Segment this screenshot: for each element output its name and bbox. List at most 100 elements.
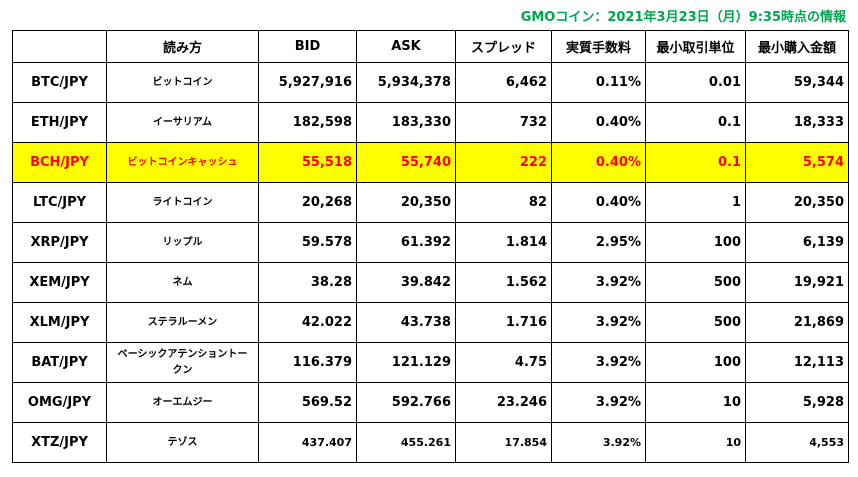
cell: 20,350: [745, 182, 849, 223]
data-row: XLM/JPY ステラルーメン 42.022 43.738 1.716 3.92% 500 2…: [12, 302, 849, 343]
cell: 1.716: [455, 302, 552, 343]
cell: 18,333: [745, 102, 849, 143]
cell: 0.1: [645, 102, 746, 143]
cell: テゾス: [106, 422, 259, 463]
cell: 592.766: [356, 382, 456, 423]
cell: 500: [645, 302, 746, 343]
header-cell: 実質手数料: [551, 30, 646, 63]
cell: 1.562: [455, 262, 552, 303]
header-cell: BID: [258, 30, 357, 63]
cell: 6,139: [745, 222, 849, 263]
header-cell: 最小購入金額: [745, 30, 849, 63]
cell: ネム: [106, 262, 259, 303]
cell: 61.392: [356, 222, 456, 263]
cell: オーエムジー: [106, 382, 259, 423]
cell: 732: [455, 102, 552, 143]
data-row: ETH/JPY イーサリアム 182,598 183,330 732 0.40% 0.1 18…: [12, 102, 849, 143]
cell: BTC/JPY: [12, 62, 107, 103]
cell: 55,518: [258, 142, 357, 183]
cell: 6,462: [455, 62, 552, 103]
cell: ビットコインキャッシュ: [106, 142, 259, 183]
data-row: BCH/JPY ビットコインキャッシュ 55,518 55,740 222 0.40% 0.…: [12, 142, 849, 183]
cell: 17.854: [455, 422, 552, 463]
cell: 1: [645, 182, 746, 223]
cell: 0.40%: [551, 182, 646, 223]
cell: BCH/JPY: [12, 142, 107, 183]
cell: 3.92%: [551, 342, 646, 383]
cell: ETH/JPY: [12, 102, 107, 143]
data-row: OMG/JPY オーエムジー 569.52 592.766 23.246 3.92% 10 5…: [12, 382, 849, 423]
data-row: BAT/JPY ベーシックアテンショントークン 116.379 121.129 4.75…: [12, 342, 849, 383]
cell: 21,869: [745, 302, 849, 343]
cell: 0.1: [645, 142, 746, 183]
data-row: BTC/JPY ビットコイン 5,927,916 5,934,378 6,462 0.11…: [12, 62, 849, 103]
cell: 0.40%: [551, 102, 646, 143]
cell: OMG/JPY: [12, 382, 107, 423]
cell: LTC/JPY: [12, 182, 107, 223]
cell: 3.92%: [551, 262, 646, 303]
cell: 20,268: [258, 182, 357, 223]
cell: 183,330: [356, 102, 456, 143]
cell: 19,921: [745, 262, 849, 303]
cell: 59.578: [258, 222, 357, 263]
cell: 3.92%: [551, 382, 646, 423]
cell: 5,927,916: [258, 62, 357, 103]
cell: 0.11%: [551, 62, 646, 103]
rate-table: 読み方 BID ASK スプレッド 実質手数料 最小取引単位 最小購入金額 BTC/JPY ビッ…: [12, 30, 849, 463]
cell: 121.129: [356, 342, 456, 383]
cell: 116.379: [258, 342, 357, 383]
header-cell: 最小取引単位: [645, 30, 746, 63]
cell: ライトコイン: [106, 182, 259, 223]
cell: 0.40%: [551, 142, 646, 183]
cell: 23.246: [455, 382, 552, 423]
cell: 0.01: [645, 62, 746, 103]
cell: BAT/JPY: [12, 342, 107, 383]
cell: 59,344: [745, 62, 849, 103]
cell: 5,928: [745, 382, 849, 423]
cell: 100: [645, 342, 746, 383]
cell: 12,113: [745, 342, 849, 383]
data-row: XRP/JPY リップル 59.578 61.392 1.814 2.95% 100 6,13…: [12, 222, 849, 263]
cell: 182,598: [258, 102, 357, 143]
cell: 10: [645, 422, 746, 463]
header-cell: [12, 30, 107, 63]
cell: 43.738: [356, 302, 456, 343]
cell: ステラルーメン: [106, 302, 259, 343]
cell: リップル: [106, 222, 259, 263]
cell: 569.52: [258, 382, 357, 423]
cell: XTZ/JPY: [12, 422, 107, 463]
cell: XLM/JPY: [12, 302, 107, 343]
cell: 5,934,378: [356, 62, 456, 103]
cell: XEM/JPY: [12, 262, 107, 303]
cell: 42.022: [258, 302, 357, 343]
cell: イーサリアム: [106, 102, 259, 143]
cell: 4,553: [745, 422, 849, 463]
cell: 455.261: [356, 422, 456, 463]
cell: 5,574: [745, 142, 849, 183]
header-cell: ASK: [356, 30, 456, 63]
cell: 1.814: [455, 222, 552, 263]
data-row: XTZ/JPY テゾス 437.407 455.261 17.854 3.92% 10 4,5…: [12, 422, 849, 463]
cell: 3.92%: [551, 422, 646, 463]
caption: GMOコイン：2021年3月23日（月）9:35時点の情報: [520, 10, 846, 25]
cell: 82: [455, 182, 552, 223]
cell: 38.28: [258, 262, 357, 303]
cell: 20,350: [356, 182, 456, 223]
cell: 100: [645, 222, 746, 263]
header-cell: 読み方: [106, 30, 259, 63]
cell: 4.75: [455, 342, 552, 383]
cell: 3.92%: [551, 302, 646, 343]
cell: ベーシックアテンショントークン: [106, 342, 259, 383]
cell: 500: [645, 262, 746, 303]
header-cell: スプレッド: [455, 30, 552, 63]
cell: 437.407: [258, 422, 357, 463]
cell: ビットコイン: [106, 62, 259, 103]
cell: 39.842: [356, 262, 456, 303]
cell: 2.95%: [551, 222, 646, 263]
cell: 55,740: [356, 142, 456, 183]
data-row: XEM/JPY ネム 38.28 39.842 1.562 3.92% 500 19,921: [12, 262, 849, 303]
cell: 222: [455, 142, 552, 183]
header-row: 読み方 BID ASK スプレッド 実質手数料 最小取引単位 最小購入金額: [12, 30, 849, 63]
cell: 10: [645, 382, 746, 423]
